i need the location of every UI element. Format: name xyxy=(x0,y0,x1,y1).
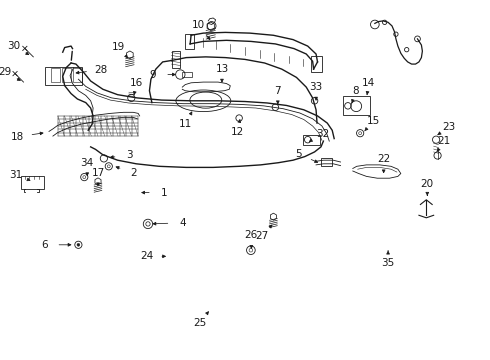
Text: 19: 19 xyxy=(112,42,125,52)
Text: 6: 6 xyxy=(41,240,48,250)
Text: 26: 26 xyxy=(245,230,258,240)
Text: 23: 23 xyxy=(442,122,455,132)
Text: 30: 30 xyxy=(7,41,21,51)
Text: 29: 29 xyxy=(0,67,11,77)
Text: 28: 28 xyxy=(95,65,108,75)
Bar xyxy=(343,96,370,115)
Text: 12: 12 xyxy=(230,127,244,137)
Bar xyxy=(172,51,180,68)
Text: 8: 8 xyxy=(352,86,359,96)
Text: 18: 18 xyxy=(11,132,24,142)
Text: 21: 21 xyxy=(438,136,451,147)
Bar xyxy=(321,158,332,166)
Text: 3: 3 xyxy=(126,150,133,161)
Text: 32: 32 xyxy=(316,129,329,139)
Text: 16: 16 xyxy=(130,78,144,88)
Bar xyxy=(185,34,194,49)
Text: 25: 25 xyxy=(193,318,206,328)
Text: 2: 2 xyxy=(130,168,137,178)
Text: 22: 22 xyxy=(377,154,391,165)
Text: 35: 35 xyxy=(381,258,395,268)
Text: 1: 1 xyxy=(161,188,168,198)
Text: 9: 9 xyxy=(149,69,156,80)
Text: 20: 20 xyxy=(421,179,434,189)
Bar xyxy=(21,176,44,189)
Text: 31: 31 xyxy=(9,170,23,180)
Text: 10: 10 xyxy=(192,20,205,30)
Text: 34: 34 xyxy=(80,158,94,168)
Text: 17: 17 xyxy=(91,168,105,178)
Text: 4: 4 xyxy=(179,218,186,228)
Bar xyxy=(45,67,82,85)
Bar xyxy=(62,68,71,82)
Text: 7: 7 xyxy=(274,86,281,96)
Text: 5: 5 xyxy=(295,149,301,159)
Bar xyxy=(311,56,322,72)
Text: 11: 11 xyxy=(179,118,192,129)
Text: 14: 14 xyxy=(362,78,375,88)
Text: 27: 27 xyxy=(255,231,268,241)
Bar xyxy=(51,68,60,82)
Bar xyxy=(73,68,82,82)
Text: 24: 24 xyxy=(140,251,154,261)
Circle shape xyxy=(77,243,80,246)
Bar xyxy=(182,72,192,77)
Text: 15: 15 xyxy=(367,116,380,126)
Text: 13: 13 xyxy=(215,64,229,75)
Bar xyxy=(303,135,320,145)
Text: 33: 33 xyxy=(309,82,323,93)
